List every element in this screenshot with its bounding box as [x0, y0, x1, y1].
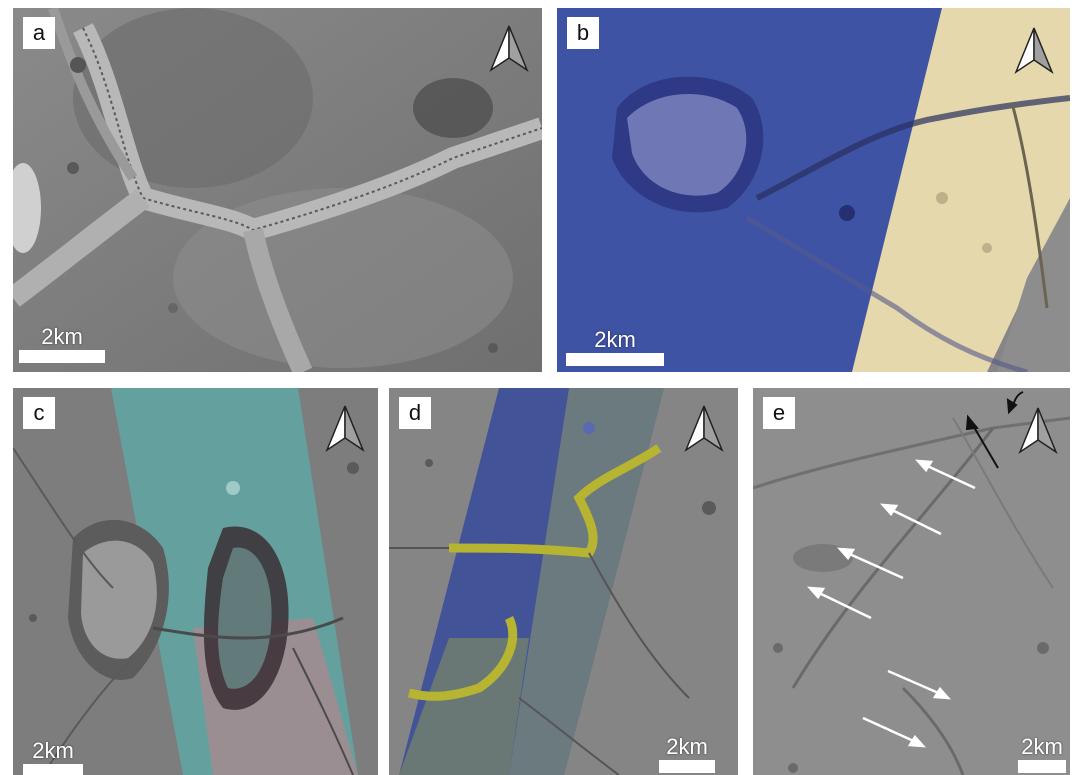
scale-bar-line: [19, 350, 105, 363]
scale-label: 2km: [1021, 734, 1063, 759]
scale-bar-line: [1018, 760, 1066, 773]
white-arrows: [807, 459, 976, 748]
panel-b-image: [557, 8, 1070, 372]
panel-a-image: [13, 8, 542, 372]
scale-bar-line: [566, 353, 664, 366]
scale-label: 2km: [594, 327, 636, 352]
scale-bar: 2km: [23, 740, 83, 775]
scale-bar-line: [659, 760, 715, 773]
panel-e: e 2km: [753, 388, 1070, 775]
panel-b-label: b: [567, 17, 599, 49]
scale-bar: 2km: [1018, 736, 1066, 773]
panel-a: a 2km: [13, 8, 542, 372]
north-arrow-icon: [1014, 27, 1054, 74]
panel-c-image: [13, 388, 378, 775]
scale-bar: 2km: [566, 329, 664, 366]
scale-label: 2km: [32, 738, 74, 763]
north-arrow-icon: [1018, 407, 1058, 454]
panel-e-image: [753, 388, 1070, 775]
scale-bar: 2km: [659, 736, 715, 773]
scale-bar: 2km: [19, 326, 105, 363]
panel-b: b 2km: [557, 8, 1070, 372]
panel-d: d 2km: [389, 388, 738, 775]
north-arrow-icon: [325, 405, 365, 452]
north-arrow-icon: [684, 405, 724, 452]
scale-bar-line: [23, 764, 83, 775]
panel-c-label: c: [23, 397, 55, 429]
panel-c: c 2km: [13, 388, 378, 775]
panel-a-label: a: [23, 17, 55, 49]
scale-label: 2km: [41, 324, 83, 349]
panel-d-image: [389, 388, 738, 775]
scale-label: 2km: [666, 734, 708, 759]
panel-e-label: e: [763, 397, 795, 429]
panel-d-label: d: [399, 397, 431, 429]
black-arrows: [965, 391, 1024, 469]
north-arrow-icon: [489, 25, 529, 72]
